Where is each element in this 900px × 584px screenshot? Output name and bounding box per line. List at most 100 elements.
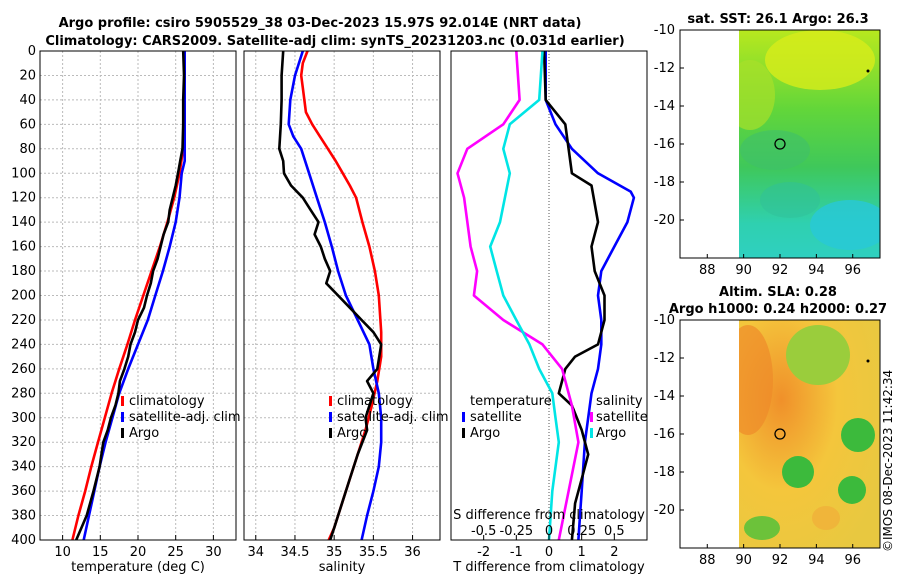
series-line-s-satellite — [456, 50, 580, 541]
map-y-tick-label: -10 — [654, 313, 675, 328]
difference-legend-swatch-t-satellite — [462, 412, 465, 422]
x-tick-label: 35 — [326, 545, 343, 560]
sst-field — [739, 30, 880, 258]
temperature-legend-swatch-argo — [121, 428, 124, 438]
sla-green-patch-3 — [782, 456, 814, 488]
x-tick-label: 0 — [545, 545, 553, 560]
difference-legend-s-satellite: satellite — [596, 410, 648, 425]
temperature-xlabel: temperature (deg C) — [71, 560, 205, 575]
depth-tick-label: 0 — [28, 44, 36, 59]
s-difference-tick-labels: -0.5 -0.25 0 0.25 0.5 — [471, 524, 625, 539]
temperature-tick-labels: 10 15 20 25 30 — [54, 535, 222, 560]
salinity-legend-swatch-argo — [329, 428, 332, 438]
salinity-legend: climatology satellite-adj. clim Argo — [329, 394, 449, 441]
sst-profile-marker — [774, 138, 786, 150]
salinity-axes-frame — [243, 50, 441, 541]
temperature-lines — [71, 50, 186, 541]
salinity-tick-labels: 34 34.5 35 35.5 36 — [247, 535, 421, 560]
x-tick-label: 10 — [54, 545, 71, 560]
depth-tick-label: 260 — [11, 362, 36, 377]
salinity-xlabel: salinity — [319, 560, 366, 575]
depth-tick-label: 200 — [11, 289, 36, 304]
x-tick-label: 20 — [130, 545, 147, 560]
series-line-t-satellite — [544, 51, 636, 541]
difference-legend-t-satellite: satellite — [470, 410, 522, 425]
sla-map-title-2: Argo h1000: 0.24 h2000: 0.27 — [669, 302, 887, 317]
map-x-tick-label: 96 — [844, 263, 861, 278]
depth-tick-label: 220 — [11, 313, 36, 328]
map-x-tick-label: 94 — [808, 263, 825, 278]
x-tick-label: 25 — [167, 545, 184, 560]
sst-small-dot — [866, 69, 870, 73]
x-tick-label: 34.5 — [280, 545, 309, 560]
depth-tick-label: 380 — [11, 509, 36, 524]
depth-tick-label: 100 — [11, 166, 36, 181]
salinity-panel: 34 34.5 35 35.5 36 salinity climatology sate… — [243, 50, 449, 575]
temperature-grid — [40, 50, 236, 541]
map-y-tick-label: -10 — [654, 23, 675, 38]
difference-legend: temperature satellite Argo salinity sate… — [462, 394, 648, 441]
depth-tick-label: 60 — [19, 117, 36, 132]
s-diff-tick-label: -0.25 — [500, 524, 534, 539]
sst-land-mask — [680, 30, 739, 258]
difference-legend-swatch-t-argo — [462, 428, 465, 438]
x-tick-label: -2 — [477, 545, 490, 560]
depth-tick-label: 160 — [11, 240, 36, 255]
series-line-climatology — [71, 51, 186, 541]
depth-tick-label: 400 — [11, 533, 36, 548]
map-y-tick-label: -12 — [654, 61, 675, 76]
salinity-legend-climatology: climatology — [337, 394, 413, 409]
map-y-tick-label: -18 — [654, 465, 675, 480]
x-tick-label: 36 — [404, 545, 421, 560]
difference-lines — [456, 50, 636, 541]
map-x-tick-label: 90 — [735, 263, 752, 278]
t-difference-xlabel: T difference from climatology — [452, 560, 645, 575]
t-difference-tick-labels: -2 -1 0 1 2 — [477, 535, 618, 560]
temperature-legend-argo: Argo — [129, 426, 159, 441]
salinity-legend-swatch-satellite — [329, 412, 332, 422]
figure-title-line1: Argo profile: csiro 5905529_38 03-Dec-20… — [59, 16, 582, 31]
map-x-tick-label: 88 — [699, 553, 716, 568]
series-line-argo — [75, 50, 186, 541]
sla-high-patch — [739, 325, 773, 435]
sst-cool-patch-2 — [810, 200, 880, 250]
x-tick-label: 1 — [578, 545, 586, 560]
difference-axes-frame — [450, 50, 648, 541]
difference-legend-s-argo: Argo — [596, 426, 626, 441]
imos-watermark: ©IMOS 08-Dec-2023 11:42:34 — [881, 370, 895, 552]
series-line-argo — [277, 50, 383, 541]
sla-green-patch-2 — [841, 418, 875, 452]
depth-tick-label: 120 — [11, 191, 36, 206]
sst-tick-labels: 88 90 92 94 96 -10 -12 -14 -16 -18 -20 — [654, 23, 861, 278]
sst-cool-patch — [740, 130, 810, 170]
map-x-tick-label: 96 — [844, 553, 861, 568]
map-x-tick-label: 88 — [699, 263, 716, 278]
difference-legend-temperature: temperature — [470, 394, 552, 409]
depth-tick-label: 20 — [19, 68, 36, 83]
depth-tick-label: 320 — [11, 435, 36, 450]
series-line-t-argo — [542, 50, 606, 541]
x-tick-label: 2 — [610, 545, 618, 560]
salinity-legend-swatch-climatology — [329, 396, 332, 406]
sst-map-title: sat. SST: 26.1 Argo: 26.3 — [687, 12, 868, 27]
difference-legend-t-argo: Argo — [470, 426, 500, 441]
x-tick-label: 15 — [92, 545, 109, 560]
sla-orange-patch — [812, 506, 840, 530]
difference-legend-swatch-s-satellite — [590, 412, 593, 422]
sla-field — [739, 320, 880, 548]
depth-tick-labels: 0 20 40 60 80 100 120 140 160 180 200 220 240 260 280 3… — [11, 44, 36, 548]
depth-tick-label: 240 — [11, 337, 36, 352]
x-tick-label: -1 — [510, 545, 523, 560]
map-y-tick-label: -12 — [654, 351, 675, 366]
depth-tick-label: 40 — [19, 93, 36, 108]
salinity-lines — [277, 50, 383, 541]
map-x-tick-label: 92 — [772, 553, 789, 568]
s-diff-tick-label: 0.5 — [604, 524, 625, 539]
sst-map-panel: sat. SST: 26.1 Argo: 26.3 88 90 92 94 96 -10 -… — [654, 12, 881, 278]
sla-map-panel: Altim. SLA: 0.28 Argo h1000: 0.24 h2000:… — [654, 285, 887, 568]
s-diff-tick-label: -0.5 — [471, 524, 496, 539]
s-diff-tick-label: 0 — [545, 524, 553, 539]
salinity-grid — [244, 50, 440, 541]
